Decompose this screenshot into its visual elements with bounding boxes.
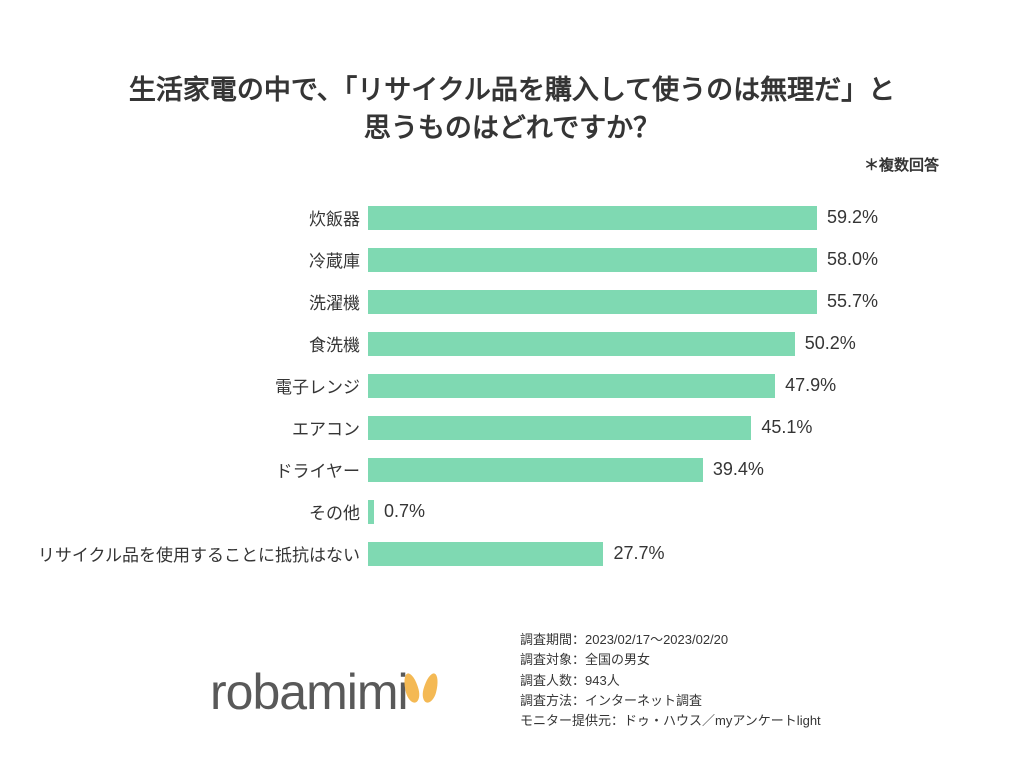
value-label: 0.7% [384, 501, 425, 522]
category-label: 食洗機 [0, 331, 368, 356]
bar [368, 374, 775, 398]
bar [368, 542, 603, 566]
category-label: 炊飯器 [0, 205, 368, 230]
category-label: 洗濯機 [0, 289, 368, 314]
survey-info-line: 調査対象：全国の男女 [520, 650, 821, 670]
bar [368, 248, 817, 272]
chart-row: 炊飯器 59.2% [0, 197, 1024, 239]
chart-row: 冷蔵庫 58.0% [0, 239, 1024, 281]
chart-title: 生活家電の中で、「リサイクル品を購入して使うのは無理だ」と 思うものはどれですか… [0, 72, 1024, 148]
bar [368, 332, 795, 356]
bar-track: 55.7% [368, 288, 878, 316]
value-label: 27.7% [613, 543, 664, 564]
category-label: その他 [0, 499, 368, 524]
title-line-2: 思うものはどれですか？ [364, 113, 660, 143]
category-label: エアコン [0, 415, 368, 440]
category-label: 冷蔵庫 [0, 247, 368, 272]
chart-row: その他 0.7% [0, 491, 1024, 533]
value-label: 55.7% [827, 291, 878, 312]
chart-row: エアコン 45.1% [0, 407, 1024, 449]
bar-track: 58.0% [368, 246, 878, 274]
value-label: 50.2% [805, 333, 856, 354]
value-label: 47.9% [785, 375, 836, 396]
multi-answer-note: ＊複数回答 [0, 154, 1024, 175]
value-label: 45.1% [761, 417, 812, 438]
bar-track: 27.7% [368, 540, 878, 568]
survey-info-line: 調査方法：インターネット調査 [520, 691, 821, 711]
category-label: ドライヤー [0, 457, 368, 482]
bar [368, 290, 817, 314]
category-label: リサイクル品を使用することに抵抗はない [0, 541, 368, 566]
bar [368, 416, 751, 440]
survey-info-line: 調査人数：943人 [520, 671, 821, 691]
bar-track: 50.2% [368, 330, 878, 358]
bar-track: 0.7% [368, 498, 878, 526]
value-label: 58.0% [827, 249, 878, 270]
rabbit-ears-icon [405, 667, 437, 709]
chart-row: リサイクル品を使用することに抵抗はない 27.7% [0, 533, 1024, 575]
logo-text: robamimi [210, 663, 408, 721]
chart-row: 洗濯機 55.7% [0, 281, 1024, 323]
bar-track: 39.4% [368, 456, 878, 484]
chart-row: 電子レンジ 47.9% [0, 365, 1024, 407]
chart-area: 炊飯器 59.2% 冷蔵庫 58.0% 洗濯機 55.7% 食洗機 50.2% 電子レンジ 47.… [0, 197, 1024, 575]
title-area: 生活家電の中で、「リサイクル品を購入して使うのは無理だ」と 思うものはどれですか… [0, 0, 1024, 148]
title-line-1: 生活家電の中で、「リサイクル品を購入して使うのは無理だ」と [129, 75, 895, 105]
value-label: 39.4% [713, 459, 764, 480]
bar-track: 59.2% [368, 204, 878, 232]
bar-track: 45.1% [368, 414, 878, 442]
survey-info-line: モニター提供元：ドゥ・ハウス／myアンケートlight [520, 711, 821, 731]
survey-info: 調査期間：2023/02/17～2023/02/20調査対象：全国の男女調査人数… [520, 630, 821, 731]
logo: robamimi [210, 663, 437, 721]
bar [368, 206, 817, 230]
chart-row: ドライヤー 39.4% [0, 449, 1024, 491]
chart-row: 食洗機 50.2% [0, 323, 1024, 365]
bar-track: 47.9% [368, 372, 878, 400]
survey-info-line: 調査期間：2023/02/17～2023/02/20 [520, 630, 821, 650]
category-label: 電子レンジ [0, 373, 368, 398]
value-label: 59.2% [827, 207, 878, 228]
bar [368, 458, 703, 482]
bar [368, 500, 374, 524]
